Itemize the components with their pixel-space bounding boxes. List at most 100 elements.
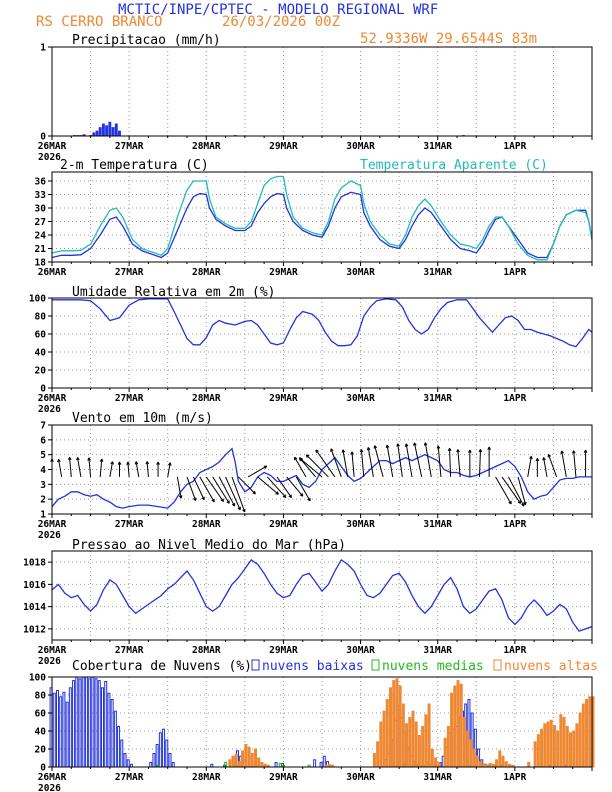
header-station: RS CERRO BRANCO [36, 14, 162, 30]
wind-vector [294, 456, 307, 478]
cloud-low-bar [59, 696, 63, 768]
temp-panel: 18 21 24 27 30 33 36 26MAR 27MAR 28MAR 29MAR 30MAR 3… [35, 171, 593, 278]
rh-ytick-label: 0 [40, 384, 46, 395]
wind-vector-head [413, 442, 417, 446]
cloud-high-bar [427, 703, 431, 768]
cloud-high-bar [417, 735, 421, 768]
wind-vector [342, 449, 349, 478]
wind-ytick-label: 2 [40, 495, 46, 506]
cloud-high-bar [247, 746, 251, 768]
wind-vector [167, 462, 171, 478]
cloud-high-bar [578, 712, 582, 768]
wind-vector-head [315, 449, 319, 453]
wind-vector [205, 476, 224, 502]
cloud-high-bar [228, 759, 232, 768]
wind-vector-head [508, 500, 512, 505]
wind-vector-head [299, 457, 303, 462]
wind-vector [99, 458, 103, 477]
cloud-low-bar [171, 762, 175, 768]
wind-vector-head [134, 461, 139, 465]
cloud-high-bar [389, 687, 392, 768]
wind-vector-head [168, 462, 172, 466]
wind-vector [413, 442, 423, 478]
cloud-low-bar [65, 701, 69, 768]
cloud-low-bar [72, 680, 76, 768]
clouds-title: Cobertura de Nuvens (%) [72, 659, 252, 674]
temp-ytick-label: 30 [35, 204, 47, 215]
pressure-ytick-label: 1014 [23, 602, 46, 613]
cloud-high-bar [543, 723, 547, 768]
wind-day-label: 28MAR [192, 519, 221, 530]
wind-day-label: 1APR [503, 519, 526, 530]
rh-day-label: 27MAR [115, 393, 144, 404]
wind-vector [257, 476, 279, 495]
wind-vector-head [288, 494, 292, 499]
wind-vector [299, 458, 323, 478]
rh-day-label: 1APR [503, 393, 526, 404]
wind-ytick-label: 6 [40, 435, 46, 446]
cloud-low-bar [56, 690, 59, 768]
clouds-day-label: 31MAR [423, 772, 452, 783]
cloud-low-bar [120, 739, 124, 768]
cloud-high-bar [556, 730, 560, 768]
wind-vector-head [529, 455, 533, 460]
legend-mid-label: nuvens medias [382, 659, 484, 674]
wind-vector-head [447, 447, 452, 452]
precip-day-label: 31MAR [423, 141, 452, 152]
temp-day-label: 30MAR [346, 267, 375, 278]
cloud-high-bar [234, 753, 238, 768]
wind-vector [573, 450, 577, 477]
cloud-high-bar [254, 748, 257, 768]
rh-day-label: 31MAR [423, 393, 452, 404]
wind-vector-head [487, 446, 491, 450]
wind-vector-head [560, 450, 564, 454]
rh-ytick-label: 40 [35, 348, 47, 359]
temp-ytick-label: 18 [35, 258, 47, 269]
temp-ytick-label: 36 [35, 177, 47, 188]
rh-panel: 0 20 40 60 80 100 26MAR 27MAR 28MAR 29MAR 30MAR 31M… [29, 294, 593, 415]
wind-vector-head [359, 449, 364, 453]
wind-vector-head [299, 493, 304, 497]
wind-vector-head [307, 497, 311, 502]
wind-vector-head [126, 461, 130, 465]
clouds-panel: 0 20 40 60 80 100 26MAR 27MAR 28MAR 29MAR 30MAR 31M… [29, 673, 595, 792]
wind-vector [547, 454, 558, 478]
cloud-high-bar [475, 755, 479, 768]
wind-vector [176, 476, 182, 499]
wind-vector [247, 465, 268, 478]
wind-vector-head [252, 490, 256, 495]
temp-day-label: 28MAR [192, 267, 221, 278]
pressure-series-0-line [51, 558, 593, 632]
wind-vector-head [156, 461, 160, 465]
cloud-mid-bar [278, 762, 282, 768]
wind-vector-head [517, 500, 522, 504]
precip-day-label: 29MAR [269, 141, 298, 152]
wind-series-0-line [51, 447, 592, 509]
wind-vector [405, 443, 413, 478]
pressure-ytick-label: 1016 [23, 580, 46, 591]
wind-panel: 1 2 3 4 5 6 7 26MAR 27MAR 28MAR 29MAR 30MAR 31MAR 1AP… [38, 421, 593, 541]
wind-vector-head [468, 449, 472, 453]
cloud-high-bar [472, 748, 476, 768]
wind-vector [374, 445, 384, 478]
wind-vector-head [226, 500, 230, 504]
rh-ytick-label: 20 [35, 366, 47, 377]
cloud-high-bar [395, 678, 399, 768]
wind-vector-head [366, 447, 371, 451]
precip-bar [105, 125, 109, 136]
precip-day-label: 28MAR [192, 141, 221, 152]
wind-vector-head [423, 442, 428, 446]
cloud-high-bar [565, 726, 569, 768]
cloud-low-bar [319, 762, 323, 768]
precip-day-label: 27MAR [115, 141, 144, 152]
wind-vector-head [145, 461, 150, 465]
wind-vector [76, 457, 82, 478]
cloud-high-bar [446, 726, 450, 768]
wind-vector [360, 449, 365, 477]
wind-vector [218, 476, 236, 507]
cloud-low-bar [104, 681, 108, 768]
wind-vector [507, 476, 525, 507]
cloud-high-bar [533, 741, 537, 768]
cloud-high-bar [466, 730, 470, 768]
wind-vector [88, 457, 92, 477]
